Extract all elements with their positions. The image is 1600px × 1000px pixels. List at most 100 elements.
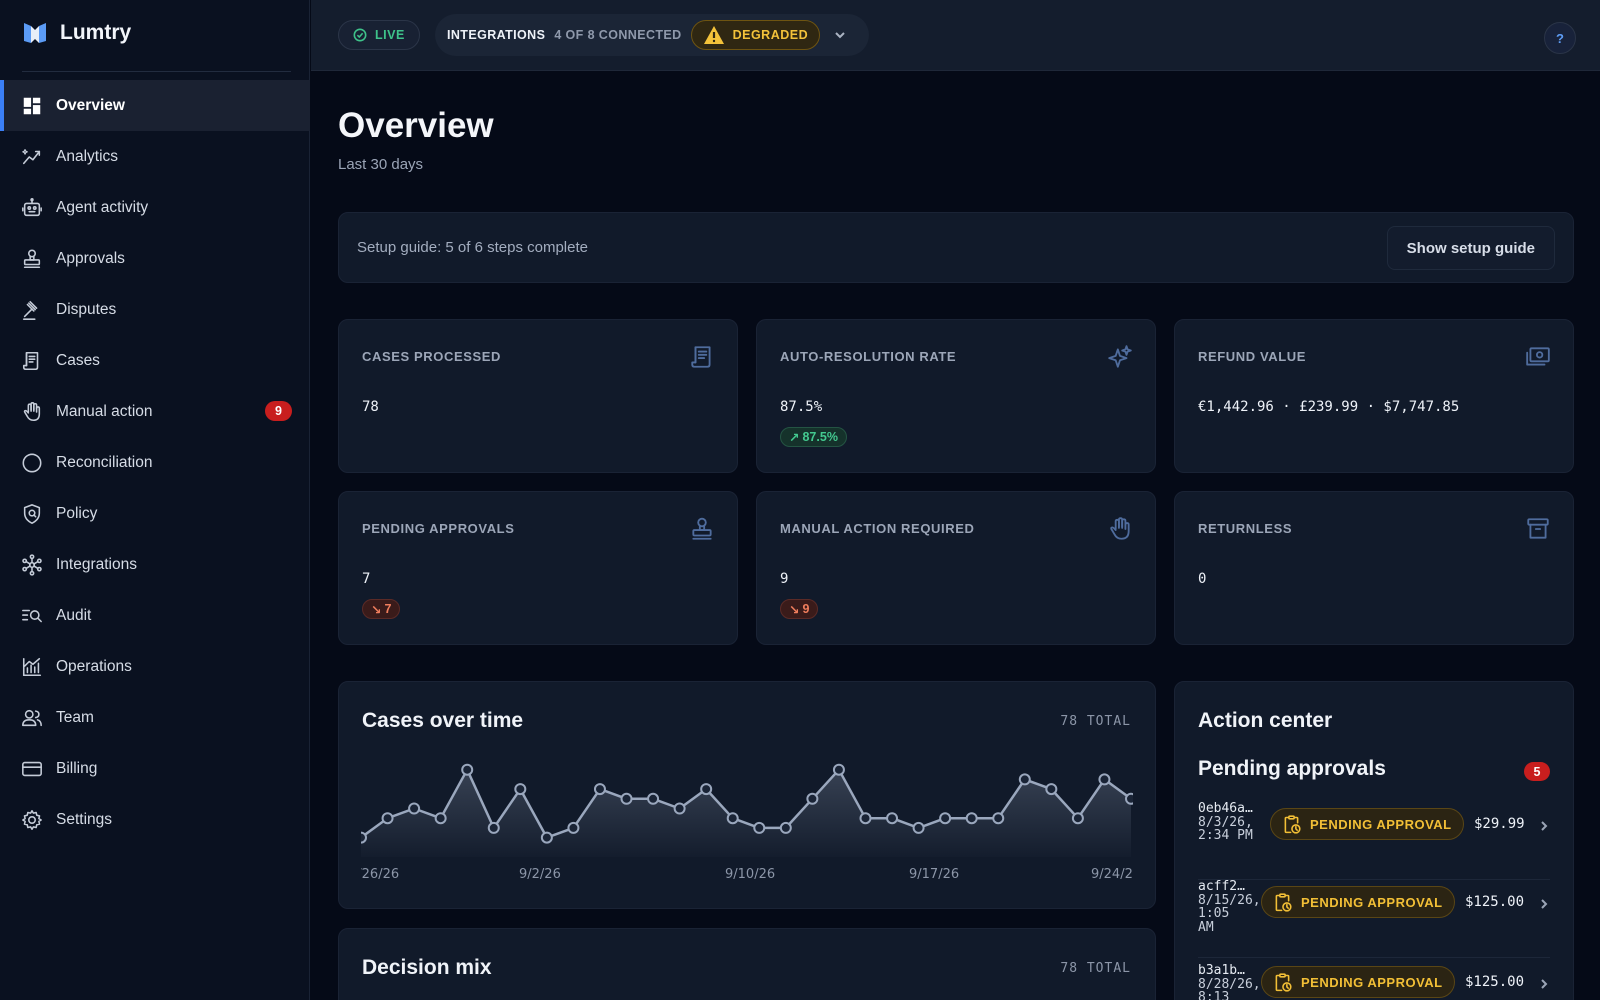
integrations-status-dropdown[interactable]: INTEGRATIONS 4 OF 8 CONNECTED DEGRADED: [435, 14, 869, 56]
degraded-status-badge: DEGRADED: [690, 20, 821, 50]
pending-approvals-count-badge: 5: [1524, 762, 1550, 781]
case-id: 0eb46a…: [1198, 801, 1253, 816]
chart-point[interactable]: [461, 763, 474, 776]
chart-point[interactable]: [673, 802, 686, 815]
page-subtitle: Last 30 days: [338, 156, 424, 173]
chart-point[interactable]: [1071, 812, 1084, 825]
chevron-right-icon: [1541, 979, 1548, 989]
chart-point[interactable]: [965, 812, 978, 825]
sidebar-item-operations[interactable]: Operations: [0, 641, 310, 692]
trend-value: 9: [802, 602, 810, 616]
chart-point[interactable]: [992, 812, 1005, 825]
stamp-icon: [20, 247, 44, 271]
chart-point[interactable]: [779, 821, 792, 834]
trend-value: 7: [384, 602, 392, 616]
chart-point[interactable]: [1098, 773, 1111, 786]
help-button[interactable]: ?: [1544, 22, 1576, 54]
sidebar-item-audit[interactable]: Audit: [0, 590, 310, 641]
action-center-title: Action center: [1198, 709, 1333, 732]
chart-point[interactable]: [886, 812, 899, 825]
sidebar-item-policy[interactable]: Policy: [0, 488, 310, 539]
chart-point[interactable]: [832, 763, 845, 776]
stat-card-pending-approvals[interactable]: PENDING APPROVALS 7 ↘ 7: [338, 491, 738, 645]
sidebar-item-team[interactable]: Team: [0, 692, 310, 743]
chart-point[interactable]: [1125, 792, 1133, 805]
topbar: LIVE INTEGRATIONS 4 OF 8 CONNECTED DEGRA…: [311, 0, 1600, 71]
case-date: 8/15/26,: [1198, 892, 1261, 908]
x-tick-label: 9/24/26: [1091, 867, 1133, 882]
chart-point[interactable]: [540, 831, 553, 844]
stat-card-auto-resolution-rate[interactable]: AUTO-RESOLUTION RATE 87.5% ↗ 87.5%: [756, 319, 1156, 473]
stat-card-manual-action-required[interactable]: MANUAL ACTION REQUIRED 9 ↘ 9: [756, 491, 1156, 645]
sidebar-item-integrations[interactable]: Integrations: [0, 539, 310, 590]
manual-action-count-badge: 9: [265, 401, 292, 421]
chart-point[interactable]: [1018, 773, 1031, 786]
chart-point[interactable]: [726, 812, 739, 825]
sidebar-item-label: Integrations: [56, 555, 137, 573]
show-setup-guide-button[interactable]: Show setup guide: [1386, 226, 1555, 270]
sidebar-item-label: Audit: [56, 606, 92, 624]
stat-card-returnless[interactable]: RETURNLESS 0: [1174, 491, 1574, 645]
pending-approval-row[interactable]: b3a1b… 8/28/26, 8:13 PENDING APPROVAL $1…: [1198, 964, 1550, 1000]
chart-point[interactable]: [700, 783, 713, 796]
chart-point[interactable]: [361, 831, 367, 844]
pending-approval-row[interactable]: acff2… 8/15/26, 1:05 AM PENDING APPROVAL…: [1198, 880, 1550, 958]
stat-value: 9: [780, 571, 789, 587]
sidebar-item-label: Billing: [56, 759, 98, 777]
chart-point[interactable]: [620, 792, 633, 805]
sidebar-item-manual-action[interactable]: Manual action 9: [0, 386, 310, 437]
trend-down-badge: ↘ 7: [362, 599, 401, 619]
case-id: acff2…: [1198, 879, 1245, 894]
sidebar-item-label: Policy: [56, 504, 98, 522]
pending-approval-badge: PENDING APPROVAL: [1270, 808, 1464, 840]
sidebar-item-agent-activity[interactable]: Agent activity: [0, 182, 310, 233]
main-content: Overview Last 30 days Setup guide: 5 of …: [338, 71, 1574, 1000]
sidebar-item-overview[interactable]: Overview: [0, 80, 310, 131]
trend-value: 87.5%: [802, 430, 838, 444]
sidebar-item-settings[interactable]: Settings: [0, 794, 310, 845]
chart-point[interactable]: [1045, 783, 1058, 796]
stat-label: CASES PROCESSED: [362, 349, 502, 364]
chart-point[interactable]: [567, 821, 580, 834]
status-label: PENDING APPROVAL: [1310, 816, 1452, 832]
cases-over-time-panel: Cases over time 78 TOTAL 8/26/26 9/2/26 9/…: [338, 681, 1156, 909]
sidebar-item-label: Agent activity: [56, 198, 149, 216]
chart-point[interactable]: [487, 821, 500, 834]
live-status-badge[interactable]: LIVE: [338, 20, 420, 50]
sidebar-item-disputes[interactable]: Disputes: [0, 284, 310, 335]
chart-point[interactable]: [912, 821, 925, 834]
sidebar-item-label: Disputes: [56, 300, 117, 318]
check-circle-icon: [353, 28, 367, 42]
chart-point[interactable]: [647, 792, 660, 805]
sidebar-item-billing[interactable]: Billing: [0, 743, 310, 794]
brand[interactable]: Lumtry: [22, 18, 131, 48]
sidebar-item-approvals[interactable]: Approvals: [0, 233, 310, 284]
pending-approval-row[interactable]: 0eb46a… 8/3/26, 2:34 PM PENDING APPROVAL…: [1198, 802, 1550, 880]
x-tick-label: 8/26/26: [361, 867, 399, 882]
chart-point[interactable]: [408, 802, 421, 815]
chart-point[interactable]: [434, 812, 447, 825]
case-time: 2:34 PM: [1198, 828, 1253, 843]
stat-card-cases-processed[interactable]: CASES PROCESSED 78: [338, 319, 738, 473]
sidebar-item-analytics[interactable]: Analytics: [0, 131, 310, 182]
chart-point[interactable]: [753, 821, 766, 834]
degraded-label: DEGRADED: [732, 28, 809, 42]
chart-point[interactable]: [514, 783, 527, 796]
stat-card-refund-value[interactable]: REFUND VALUE €1,442.96 · £239.99 · $7,74…: [1174, 319, 1574, 473]
panel-total: 78 TOTAL: [1060, 961, 1131, 976]
sidebar-item-cases[interactable]: Cases: [0, 335, 310, 386]
sidebar-item-label: Analytics: [56, 147, 119, 165]
sidebar-item-label: Cases: [56, 351, 100, 369]
sidebar-divider: [22, 71, 291, 72]
sidebar-item-label: Overview: [56, 96, 125, 114]
chart-point[interactable]: [939, 812, 952, 825]
chart-point[interactable]: [859, 812, 872, 825]
chart-point[interactable]: [593, 783, 606, 796]
clipboard-clock-icon: [1284, 814, 1301, 834]
sidebar-item-reconciliation[interactable]: Reconciliation: [0, 437, 310, 488]
chart-point[interactable]: [381, 812, 394, 825]
chart-point[interactable]: [806, 792, 819, 805]
chevron-down-icon: [835, 32, 845, 39]
trend-up-icon: ↗: [789, 430, 800, 445]
case-meta: acff2… 8/15/26, 1:05 AM: [1198, 880, 1266, 934]
